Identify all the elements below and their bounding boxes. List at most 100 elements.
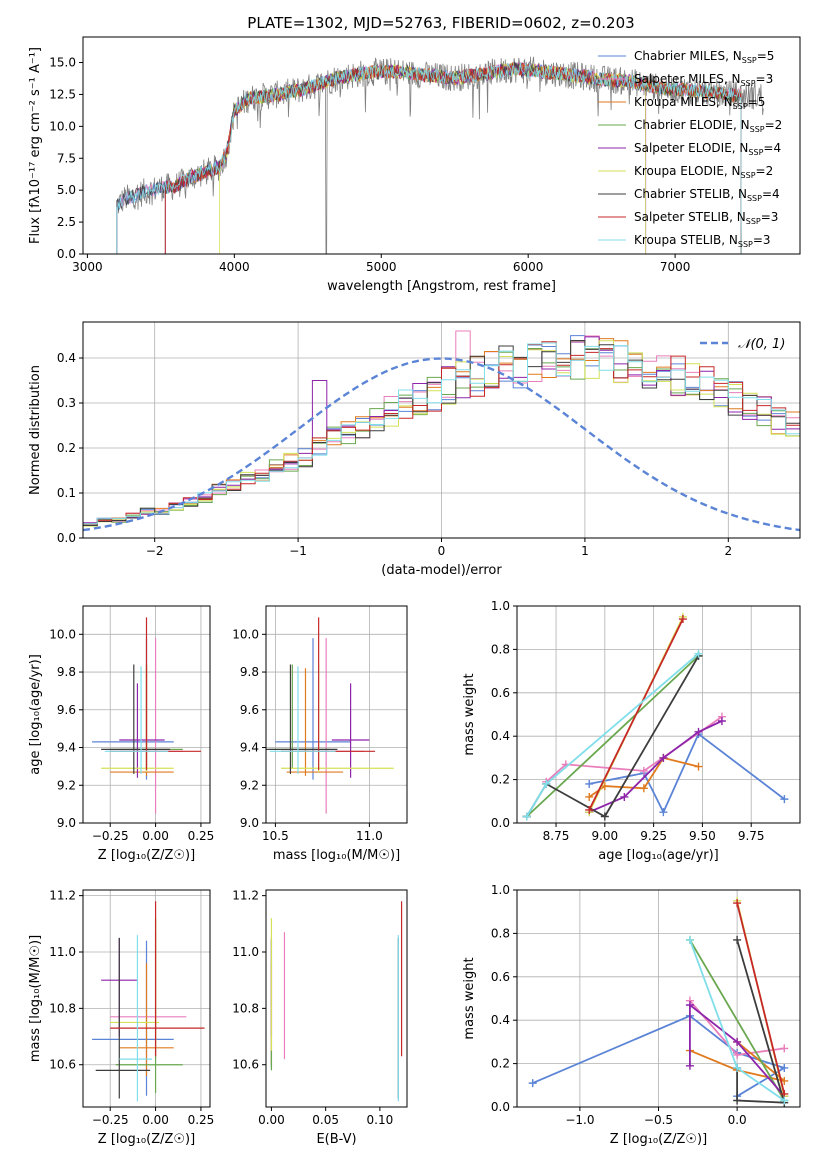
legend-suffix: =4: [763, 141, 781, 155]
legend-subscript: SSP: [741, 171, 756, 180]
x-tick-label: −0.25: [92, 829, 129, 843]
y-tick-label: 0.3: [57, 396, 76, 410]
legend-label: Kroupa STELIB, N: [634, 233, 738, 247]
legend-subscript: SSP: [747, 194, 762, 203]
y-tick-label: 1.0: [491, 883, 510, 897]
legend-suffix: =3: [753, 233, 771, 247]
x-axis-label: mass [log₁₀(M/M☉)]: [273, 848, 400, 863]
y-axis-label: mass weight: [462, 957, 477, 1039]
x-axis-label: Z [log₁₀(Z/Z☉)]: [98, 848, 195, 863]
mass-weight-marker: [600, 812, 609, 821]
mass-weight-marker: [585, 779, 594, 788]
x-tick-label: 3000: [72, 260, 103, 274]
axes-frame: [82, 605, 211, 824]
model-spectrum-line: [164, 62, 647, 254]
mass-weight-marker: [733, 935, 742, 944]
mass-weight-marker: [685, 1061, 694, 1070]
x-tick-label: 0.25: [188, 1113, 215, 1127]
y-tick-label: 15.0: [49, 56, 76, 70]
legend-label: Chabrier ELODIE, N: [634, 118, 750, 132]
mass-weight-marker: [685, 935, 694, 944]
legend-entry: Salpeter ELODIE, NSSP=4: [634, 141, 781, 157]
y-tick-label: 9.2: [57, 778, 76, 792]
mass-weight-marker: [780, 1044, 789, 1053]
x-tick-label: 0.05: [312, 1113, 339, 1127]
y-tick-label: 0.2: [491, 1057, 510, 1071]
y-tick-label: 10.8: [49, 1001, 76, 1015]
y-tick-label: 10.0: [49, 627, 76, 641]
axes-spectrum: 3000 4000 5000 6000 7000 0.0 2.5 5.0 7.5 10.0 12.5…: [28, 36, 801, 294]
mass-weight-line: [736, 902, 786, 1095]
y-tick-label: 9.8: [57, 665, 76, 679]
axes-frame: [516, 605, 801, 824]
mass-weight-marker: [780, 1063, 789, 1072]
axes-mass_weight_vs_Z: −1.0 −0.5 0.0 0.0 0.2 0.4 0.6 0.8 1.0 Z [log₁₀(Z/…: [462, 883, 801, 1147]
mass-weight-marker: [780, 1096, 789, 1105]
mass-weight-marker: [733, 1063, 742, 1072]
y-tick-label: 0.0: [491, 816, 510, 830]
y-tick-label: 9.6: [240, 703, 259, 717]
legend-label: Salpeter MILES, N: [634, 72, 741, 86]
y-tick-label: 9.0: [57, 816, 76, 830]
x-tick-label: 0.00: [142, 829, 169, 843]
mass-weight-marker: [620, 792, 629, 801]
legend-label: Chabrier MILES, N: [634, 49, 742, 63]
y-tick-label: 0.0: [491, 1100, 510, 1114]
mass-weight-marker: [733, 1096, 742, 1105]
axes-frame: [265, 605, 408, 824]
mass-weight-marker: [639, 766, 648, 775]
mass-weight-marker: [733, 1037, 742, 1046]
x-axis-label: wavelength [Angstrom, rest frame]: [327, 279, 556, 294]
axes-mass_vs_Z: −0.25 0.00 0.25 10.6 10.8 11.0 11.2 Z [log₁₀(Z/…: [28, 889, 214, 1147]
legend-label: Salpeter ELODIE, N: [634, 141, 748, 155]
legend-label: Kroupa ELODIE, N: [634, 164, 741, 178]
legend-entry: 𝒩(0, 1): [738, 337, 785, 352]
y-tick-label: 0.8: [491, 642, 510, 656]
x-tick-label: 9.50: [689, 829, 716, 843]
mass-weight-marker: [528, 1079, 537, 1088]
y-tick-label: 12.5: [49, 87, 76, 101]
figure-title: PLATE=1302, MJD=52763, FIBERID=0602, z=0…: [247, 14, 634, 32]
x-tick-label: −1: [289, 544, 307, 558]
y-tick-label: 9.4: [57, 741, 76, 755]
mass-weight-line: [689, 1003, 785, 1097]
legend-subscript: SSP: [746, 217, 761, 226]
y-tick-label: 11.2: [49, 889, 76, 903]
legend-label: Salpeter STELIB, N: [634, 210, 746, 224]
plot-area-mass_vs_EBV: [270, 901, 403, 1102]
y-axis-label: age [log₁₀(age/yr)]: [28, 654, 43, 775]
mass-weight-marker: [678, 615, 687, 624]
residual-histogram: [83, 335, 800, 538]
y-tick-label: 0.4: [57, 351, 76, 365]
y-tick-label: 2.5: [57, 215, 76, 229]
plot-area-residuals: [83, 330, 800, 538]
y-tick-label: 0.0: [57, 247, 76, 261]
y-tick-label: 11.2: [232, 889, 259, 903]
legend-entry: Kroupa STELIB, NSSP=3: [634, 233, 771, 249]
mass-weight-marker: [659, 808, 668, 817]
y-tick-label: 0.0: [57, 531, 76, 545]
plot-area-age_vs_Z: [92, 617, 201, 814]
y-tick-label: 0.8: [491, 926, 510, 940]
y-tick-label: 10.0: [49, 119, 76, 133]
mass-weight-marker: [694, 762, 703, 771]
legend-label: Chabrier STELIB, N: [634, 187, 747, 201]
residual-histogram: [83, 348, 800, 538]
legend-subscript: SSP: [733, 102, 748, 111]
axes-frame: [82, 36, 801, 255]
legend-suffix: =4: [762, 187, 780, 201]
x-tick-label: 9.00: [591, 829, 618, 843]
legend-subscript: SSP: [738, 240, 753, 249]
x-tick-label: 9.25: [640, 829, 667, 843]
x-tick-label: 0.00: [258, 1113, 285, 1127]
mass-weight-marker: [659, 753, 668, 762]
mass-weight-marker: [717, 717, 726, 726]
legend-suffix: =3: [756, 72, 774, 86]
mass-weight-line: [588, 618, 684, 811]
y-tick-label: 0.6: [491, 686, 510, 700]
mass-weight-marker: [585, 792, 594, 801]
mass-weight-marker: [694, 649, 703, 658]
x-tick-label: 4000: [219, 260, 250, 274]
y-tick-label: 0.4: [491, 1013, 510, 1027]
